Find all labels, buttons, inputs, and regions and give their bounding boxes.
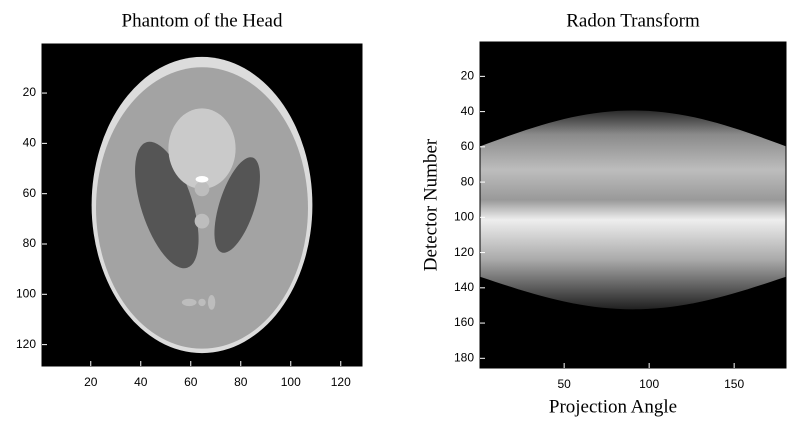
y-tick-label: 20 <box>461 69 475 83</box>
y-tick-label: 40 <box>461 104 475 118</box>
y-tick-label: 80 <box>461 174 475 188</box>
y-tick-label: 60 <box>461 139 475 153</box>
x-axis-label: Projection Angle <box>549 396 677 417</box>
x-tick-label: 100 <box>639 377 659 391</box>
x-tick-label: 40 <box>134 375 148 389</box>
phantom-ellipse <box>194 213 210 229</box>
y-tick-label: 40 <box>23 136 37 150</box>
x-tick-label: 60 <box>184 375 198 389</box>
y-tick-label: 180 <box>454 350 474 364</box>
y-tick-label: 100 <box>454 210 474 224</box>
y-tick-label: 100 <box>16 286 36 300</box>
y-axis-label: Detector Number <box>420 138 441 271</box>
chart-title: Radon Transform <box>566 10 700 31</box>
x-tick-label: 120 <box>331 375 351 389</box>
y-tick-label: 120 <box>454 245 474 259</box>
x-tick-label: 50 <box>557 377 571 391</box>
phantom-ellipse <box>207 294 216 310</box>
x-tick-label: 150 <box>724 377 744 391</box>
phantom-ellipse <box>194 181 210 197</box>
x-tick-label: 80 <box>234 375 248 389</box>
chart-title: Phantom of the Head <box>122 10 283 31</box>
y-tick-label: 20 <box>23 85 37 99</box>
y-tick-label: 80 <box>23 236 37 250</box>
axes-box <box>479 41 787 369</box>
x-tick-label: 20 <box>84 375 98 389</box>
y-tick-label: 160 <box>454 315 474 329</box>
y-tick-label: 60 <box>23 186 37 200</box>
sinogram-band <box>480 110 786 310</box>
y-tick-label: 120 <box>16 337 36 351</box>
phantom-ellipse <box>214 157 260 253</box>
axes-box <box>41 43 363 367</box>
y-tick-label: 140 <box>454 280 474 294</box>
phantom-ellipse <box>195 176 209 183</box>
phantom-ellipse <box>181 298 197 307</box>
x-tick-label: 100 <box>281 375 301 389</box>
phantom-ellipse <box>96 67 308 349</box>
phantom-ellipse <box>198 298 206 307</box>
phantom-ellipse <box>135 141 199 269</box>
phantom-ellipse <box>168 108 236 189</box>
